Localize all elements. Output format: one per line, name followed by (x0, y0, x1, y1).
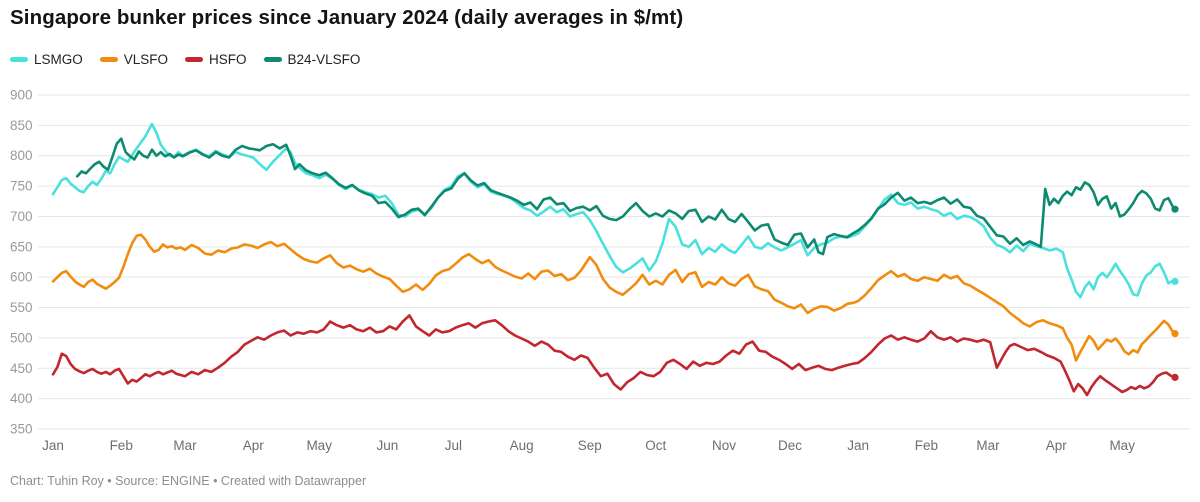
chart-title: Singapore bunker prices since January 20… (10, 6, 684, 29)
series-line-vlsfo[interactable] (51, 233, 1177, 362)
legend-label: VLSFO (123, 52, 169, 67)
y-axis-label: 850 (10, 118, 33, 133)
legend-swatch-icon (10, 57, 28, 62)
x-axis-label: Jan (42, 438, 64, 453)
series-end-dot-vlsfo (1171, 330, 1179, 338)
series-end-dot-b24-vlsfo (1171, 205, 1179, 213)
x-axis-label: Jul (445, 438, 462, 453)
y-axis-label: 500 (10, 330, 33, 345)
x-axis-label: Sep (578, 438, 602, 453)
chart-footer: Chart: Tuhin Roy • Source: ENGINE • Crea… (10, 474, 367, 488)
x-axis-label: May (1109, 438, 1135, 453)
line-chart: 900 850 800 750 700 650 600 550 500 450 400 350 Jan F… (10, 88, 1190, 453)
x-axis-label: May (306, 438, 332, 453)
x-axis-label: Feb (915, 438, 938, 453)
x-axis-label: Mar (976, 438, 1000, 453)
legend: LSMGO VLSFO HSFO B24-VLSFO (10, 52, 360, 67)
x-axis-label: Feb (110, 438, 133, 453)
legend-item-lsmgo: LSMGO (10, 52, 83, 67)
x-axis-label: Mar (173, 438, 197, 453)
legend-label: HSFO (209, 52, 247, 67)
x-axis-label: Apr (243, 438, 265, 453)
y-axis-label: 800 (10, 148, 33, 163)
legend-swatch-icon (263, 57, 282, 62)
legend-item-hsfo: HSFO (185, 52, 247, 67)
series-end-dot-hsfo (1171, 373, 1179, 381)
y-axis-label: 600 (10, 270, 33, 285)
y-axis-label: 700 (10, 209, 33, 224)
y-axis-label: 650 (10, 239, 33, 254)
y-axis-label: 450 (10, 361, 33, 376)
legend-label: LSMGO (34, 52, 83, 67)
y-axis-label: 350 (10, 422, 33, 437)
series-line-lsmgo[interactable] (51, 122, 1177, 299)
series-line-hsfo[interactable] (51, 314, 1177, 397)
x-axis-label: Jan (847, 438, 869, 453)
x-axis-label: Oct (645, 438, 666, 453)
legend-swatch-icon (185, 57, 204, 62)
legend-label: B24-VLSFO (287, 52, 361, 67)
y-axis-label: 550 (10, 300, 33, 315)
x-axis-label: Jun (377, 438, 399, 453)
x-axis-label: Aug (510, 438, 534, 453)
y-axis-label: 750 (10, 179, 33, 194)
x-axis-label: Apr (1046, 438, 1068, 453)
legend-item-vlsfo: VLSFO (99, 52, 169, 67)
legend-swatch-icon (99, 57, 118, 62)
series-line-b24-vlsfo[interactable] (75, 137, 1177, 256)
series-end-dot-lsmgo (1171, 277, 1179, 286)
x-axis-label: Dec (778, 438, 802, 453)
legend-item-b24-vlsfo: B24-VLSFO (263, 52, 361, 67)
y-axis-label: 400 (10, 391, 33, 406)
y-axis-label: 900 (10, 88, 33, 103)
x-axis-label: Nov (712, 438, 736, 453)
